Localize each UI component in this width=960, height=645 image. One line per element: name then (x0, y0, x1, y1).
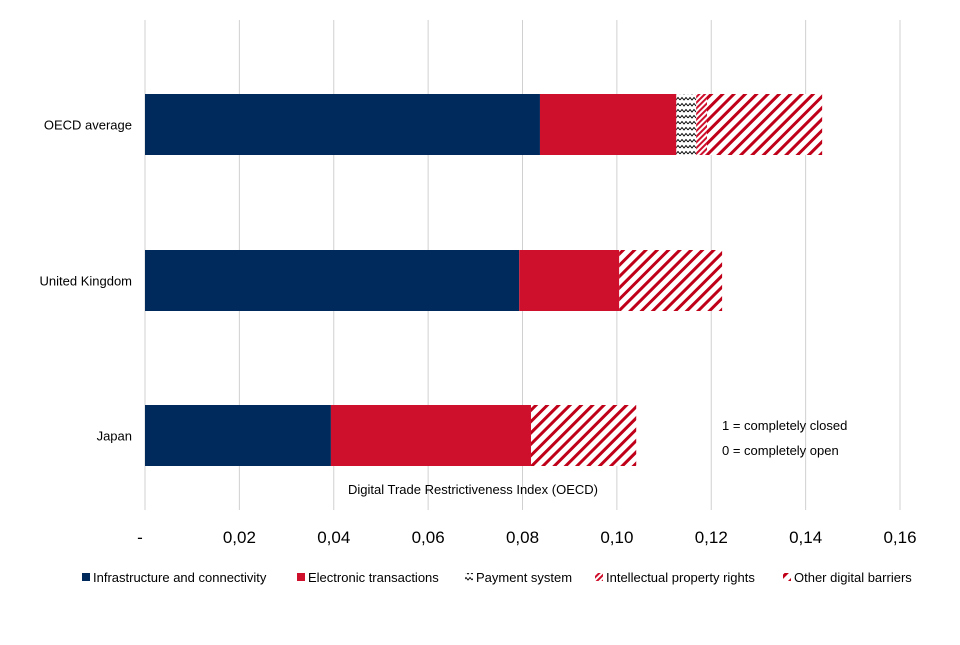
legend-item: Other digital barriers (783, 570, 912, 585)
legend-item: Electronic transactions (297, 570, 439, 585)
legend-swatch (783, 573, 791, 581)
bar-segment (676, 94, 697, 155)
x-tick-label: 0,08 (506, 528, 539, 547)
legend-swatch (465, 573, 473, 581)
x-tick-labels: - 0,02 0,04 0,06 0,08 0,10 0,12 0,14 0,16 (137, 528, 916, 547)
legend-label: Infrastructure and connectivity (93, 570, 267, 585)
x-tick-label: 0,02 (223, 528, 256, 547)
annotation-open: 0 = completely open (722, 443, 839, 458)
bars (145, 94, 823, 466)
x-tick-label: 0,12 (695, 528, 728, 547)
x-tick-label: 0,04 (317, 528, 350, 547)
bar-segment (539, 94, 677, 155)
legend-item: Payment system (465, 570, 572, 585)
bar-segment (145, 405, 331, 466)
x-tick-label: 0,06 (412, 528, 445, 547)
x-tick-label: 0,16 (883, 528, 916, 547)
bar-segment (530, 405, 637, 466)
bar-segment (145, 94, 540, 155)
bar-segment (696, 94, 708, 155)
x-axis-label: Digital Trade Restrictiveness Index (OEC… (348, 482, 598, 497)
category-label: Japan (97, 429, 132, 444)
legend-label: Electronic transactions (308, 570, 439, 585)
legend-item: Intellectual property rights (595, 570, 755, 585)
legend-swatch (595, 573, 603, 581)
legend-label: Payment system (476, 570, 572, 585)
bar-segment (330, 405, 531, 466)
category-label: OECD average (44, 118, 132, 133)
legend-item: Infrastructure and connectivity (82, 570, 267, 585)
x-tick-label: 0,10 (600, 528, 633, 547)
legend: Infrastructure and connectivity Electroni… (82, 570, 912, 585)
bar-segment (519, 250, 620, 311)
legend-label: Intellectual property rights (606, 570, 755, 585)
category-labels: OECD average United Kingdom Japan (40, 118, 133, 444)
annotation-closed: 1 = completely closed (722, 418, 847, 433)
x-tick-label: - (137, 528, 143, 547)
bar-segment (707, 94, 823, 155)
bar-segment (619, 250, 723, 311)
legend-swatch (82, 573, 90, 581)
legend-label: Other digital barriers (794, 570, 912, 585)
legend-swatch (297, 573, 305, 581)
bar-segment (145, 250, 520, 311)
x-tick-label: 0,14 (789, 528, 822, 547)
category-label: United Kingdom (40, 274, 133, 289)
